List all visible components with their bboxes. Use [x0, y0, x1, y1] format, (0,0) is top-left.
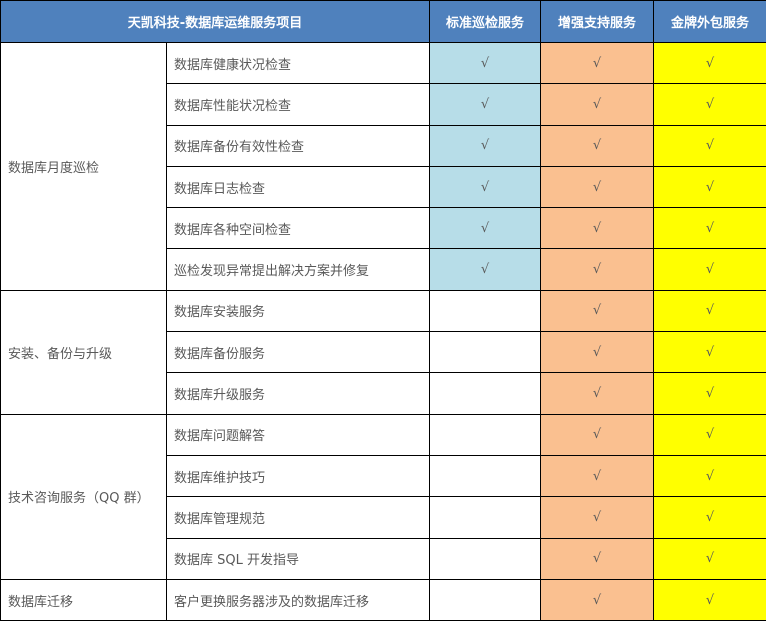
check-icon: √: [653, 165, 766, 209]
plan-standard-header: 标准巡检服务: [429, 0, 541, 43]
service-item: 客户更换服务器涉及的数据库迁移: [166, 578, 430, 622]
check-icon: √: [540, 413, 654, 456]
check-icon: √: [653, 413, 766, 456]
category-cell: 数据库迁移: [0, 578, 167, 622]
check-icon: √: [653, 496, 766, 539]
table-row: 数据库月度巡检 数据库健康状况检查 √ √ √: [0, 41, 766, 291]
table-row: 数据库性能状况检查 √ √ √: [1, 83, 766, 126]
table-row: 数据库备份服务 √ √: [1, 331, 766, 374]
table-row: 数据库日志检查 √ √ √: [1, 165, 766, 209]
check-icon: √: [540, 289, 654, 333]
table-row: 数据库各种空间检查 √ √ √: [1, 207, 766, 250]
check-icon: √: [540, 83, 654, 126]
service-item: 数据库性能状况检查: [166, 83, 430, 126]
check-icon: √: [653, 41, 766, 85]
empty-cell: [429, 413, 541, 456]
empty-cell: [429, 331, 541, 374]
category-cell: 技术咨询服务（QQ 群）: [0, 413, 167, 580]
check-icon: √: [429, 248, 541, 291]
table-row: 数据库备份有效性检查 √ √ √: [1, 124, 766, 167]
check-icon: √: [540, 248, 654, 291]
check-icon: √: [653, 124, 766, 167]
check-icon: √: [540, 41, 654, 85]
check-icon: √: [540, 165, 654, 209]
table-row: 数据库升级服务 √ √: [1, 372, 766, 415]
plan-gold-header: 金牌外包服务: [653, 0, 766, 43]
check-icon: √: [653, 578, 766, 622]
check-icon: √: [540, 537, 654, 580]
table-row: 数据库迁移 客户更换服务器涉及的数据库迁移 √ √: [0, 578, 766, 622]
service-item: 数据库维护技巧: [166, 454, 430, 498]
check-icon: √: [653, 331, 766, 374]
check-icon: √: [653, 372, 766, 415]
check-icon: √: [540, 331, 654, 374]
plan-enhanced-header: 增强支持服务: [540, 0, 654, 43]
check-icon: √: [429, 41, 541, 85]
check-icon: √: [653, 537, 766, 580]
service-item: 数据库健康状况检查: [166, 41, 430, 85]
table-row: 安装、备份与升级 数据库安装服务 √ √: [0, 289, 766, 415]
table-row: 数据库 SQL 开发指导 √ √: [1, 537, 766, 580]
service-item: 数据库日志检查: [166, 165, 430, 209]
category-cell: 数据库月度巡检: [0, 42, 167, 291]
empty-cell: [429, 496, 541, 539]
check-icon: √: [540, 372, 654, 415]
check-icon: √: [653, 454, 766, 498]
check-icon: √: [653, 207, 766, 250]
check-icon: √: [429, 207, 541, 250]
check-icon: √: [653, 248, 766, 291]
check-icon: √: [429, 165, 541, 209]
service-item: 数据库管理规范: [166, 496, 430, 539]
check-icon: √: [540, 124, 654, 167]
check-icon: √: [429, 124, 541, 167]
service-item: 数据库升级服务: [166, 372, 430, 415]
service-item: 数据库备份有效性检查: [166, 124, 430, 167]
table-row: 数据库管理规范 √ √: [1, 496, 766, 539]
category-cell: 安装、备份与升级: [0, 289, 167, 415]
service-item: 数据库 SQL 开发指导: [166, 537, 430, 580]
empty-cell: [429, 578, 541, 622]
check-icon: √: [540, 578, 654, 622]
empty-cell: [429, 454, 541, 498]
service-item: 数据库问题解答: [166, 413, 430, 456]
service-item: 数据库安装服务: [166, 289, 430, 333]
service-item: 巡检发现异常提出解决方案并修复: [166, 248, 430, 291]
table-row: 技术咨询服务（QQ 群） 数据库问题解答 √ √: [0, 413, 766, 580]
empty-cell: [429, 537, 541, 580]
check-icon: √: [653, 289, 766, 333]
check-icon: √: [429, 83, 541, 126]
service-item: 数据库各种空间检查: [166, 207, 430, 250]
table-title: 天凯科技-数据库运维服务项目: [0, 0, 430, 43]
empty-cell: [429, 289, 541, 333]
header-row: 天凯科技-数据库运维服务项目 标准巡检服务 增强支持服务 金牌外包服务: [0, 0, 766, 43]
empty-cell: [429, 372, 541, 415]
check-icon: √: [653, 83, 766, 126]
service-item: 数据库备份服务: [166, 331, 430, 374]
service-table: 天凯科技-数据库运维服务项目 标准巡检服务 增强支持服务 金牌外包服务 数据库月…: [0, 0, 766, 622]
check-icon: √: [540, 207, 654, 250]
check-icon: √: [540, 454, 654, 498]
check-icon: √: [540, 496, 654, 539]
